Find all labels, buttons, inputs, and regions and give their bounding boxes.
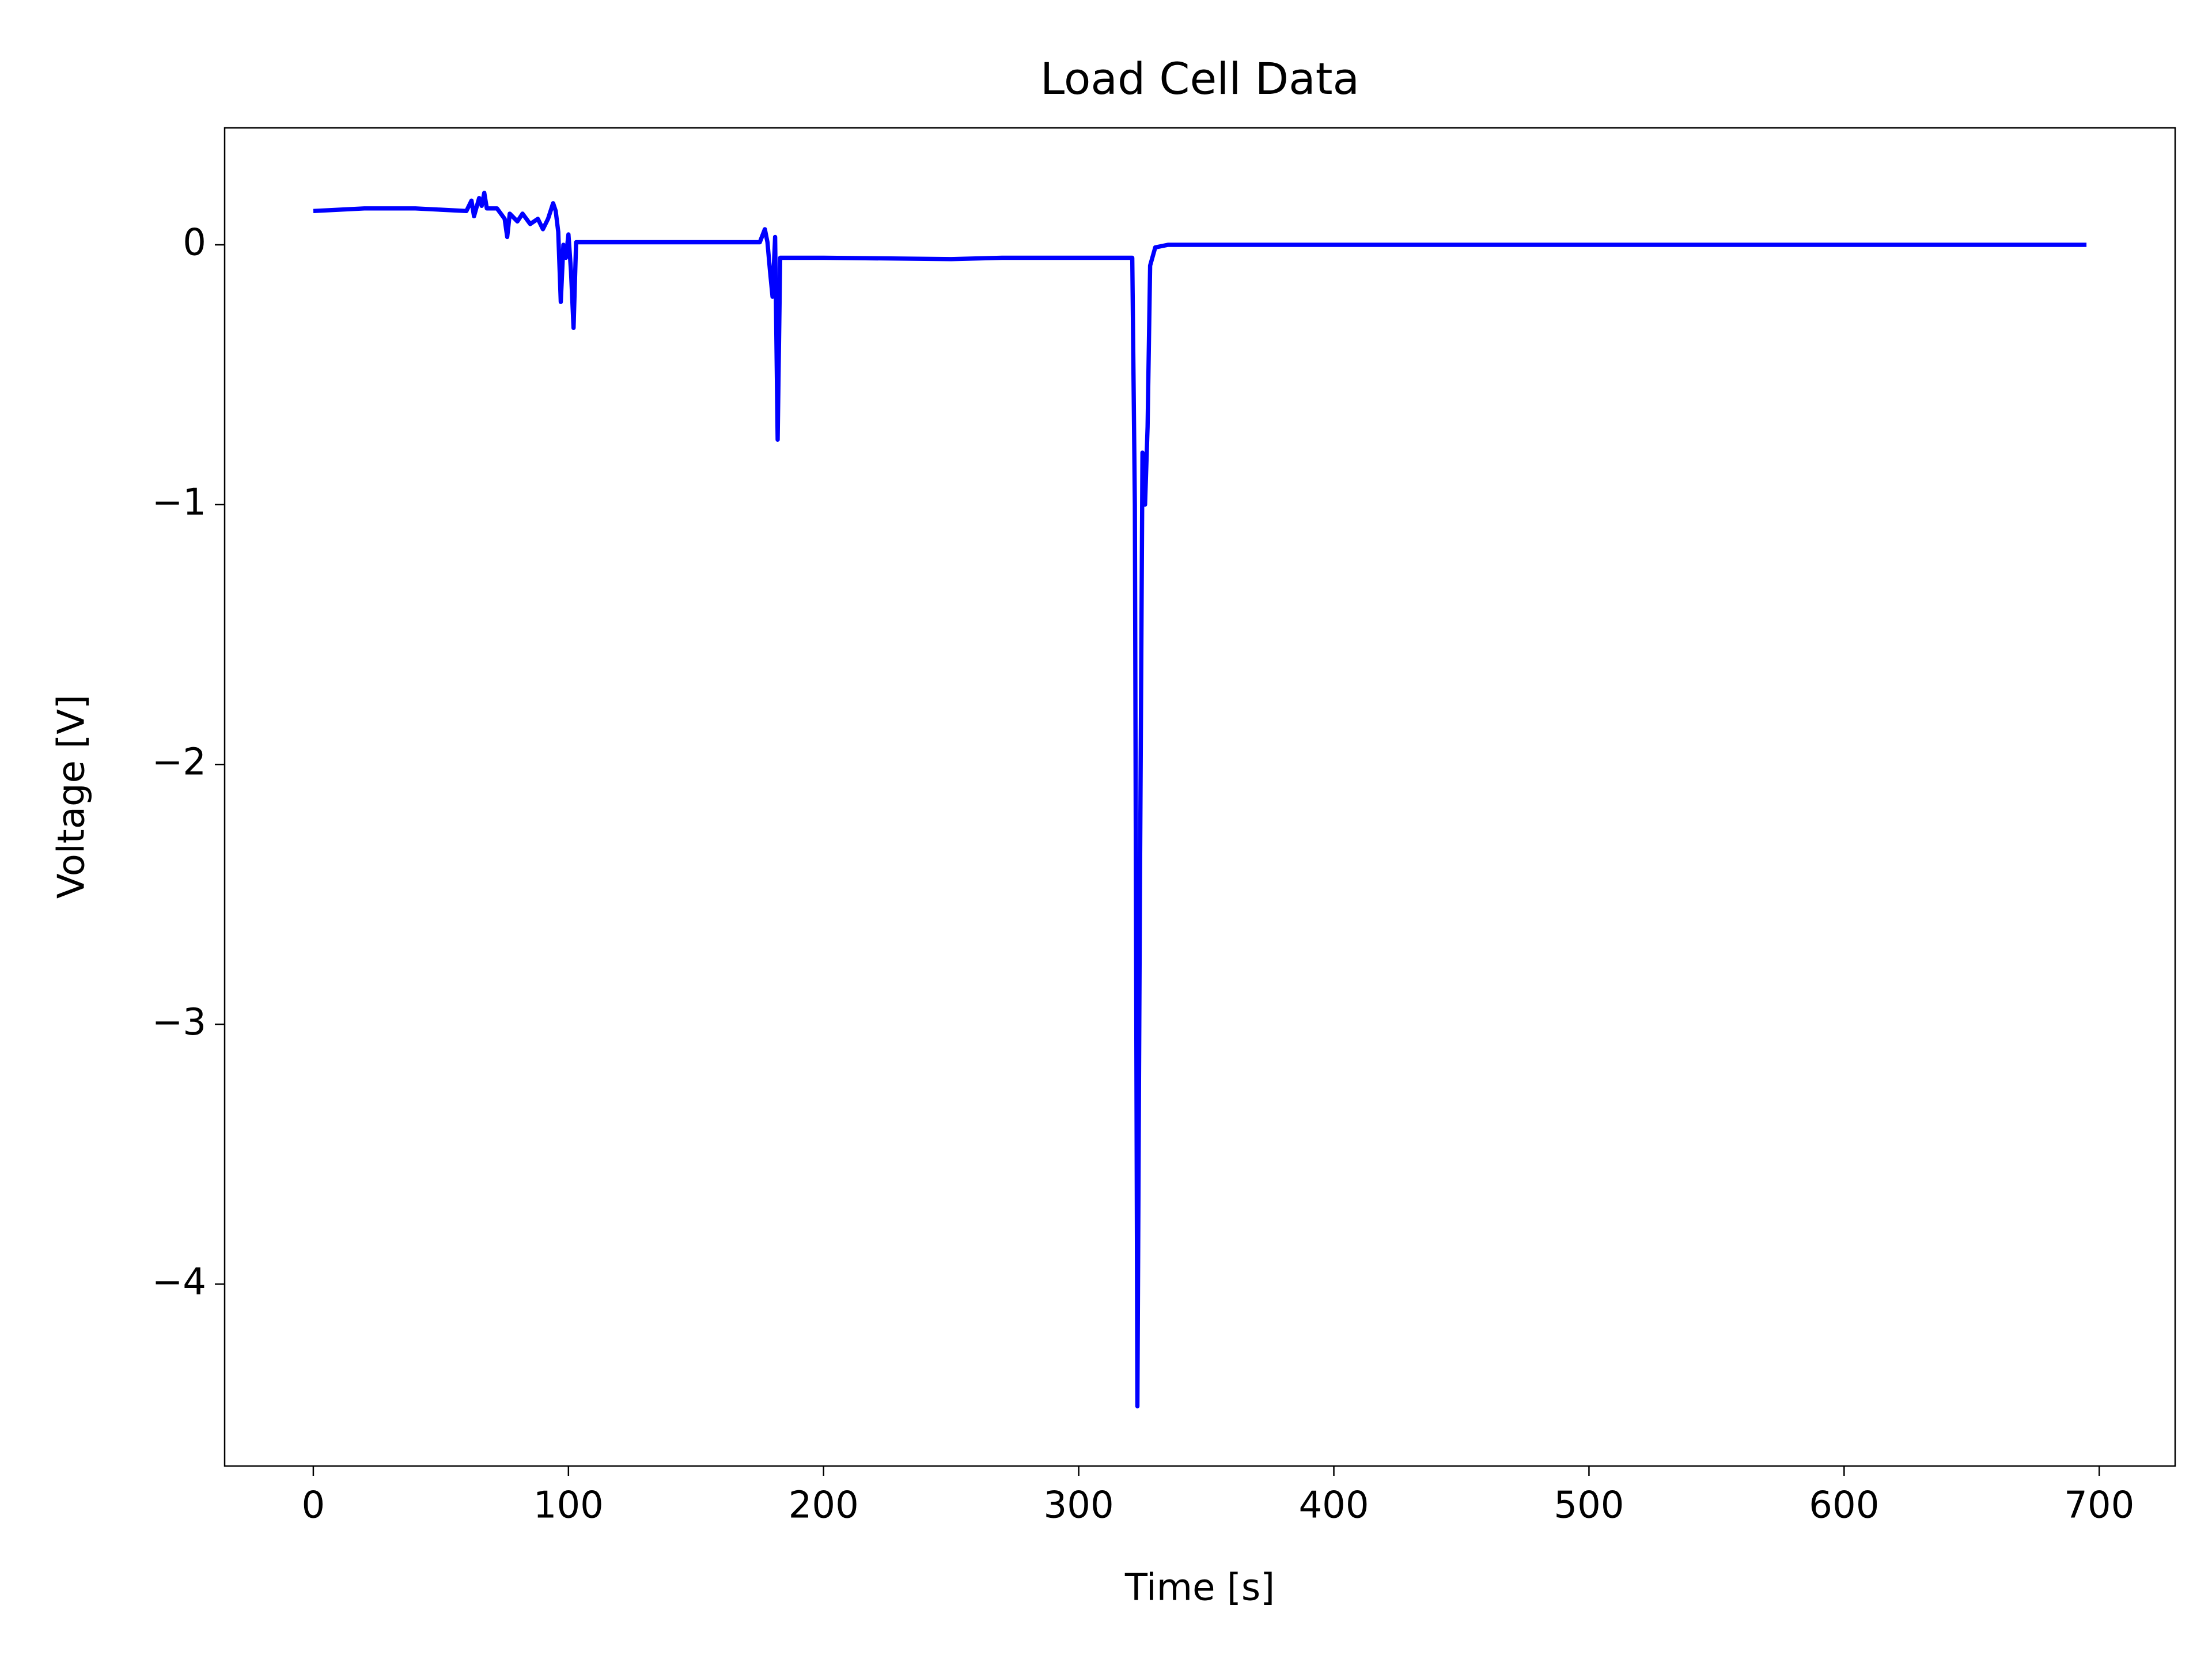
y-tick-label: −2 — [152, 741, 206, 784]
x-tick-label: 500 — [1554, 1484, 1624, 1527]
x-tick-label: 200 — [789, 1484, 859, 1527]
x-tick-label: 700 — [2064, 1484, 2134, 1527]
x-tick-label: 300 — [1044, 1484, 1114, 1527]
x-tick-label: 600 — [1809, 1484, 1879, 1527]
y-tick-label: −3 — [152, 1001, 206, 1044]
x-tick-label: 0 — [302, 1484, 325, 1527]
y-tick-label: −4 — [152, 1261, 206, 1304]
plot-frame — [224, 127, 2176, 1467]
x-axis-label: Time [s] — [1124, 1567, 1275, 1609]
y-tick-label: 0 — [183, 222, 206, 264]
chart-title: Load Cell Data — [1040, 53, 1359, 104]
x-tick-label: 400 — [1298, 1484, 1369, 1527]
y-axis-label: Voltage [V] — [51, 695, 93, 899]
data-line — [313, 191, 2087, 1408]
x-tick-label: 100 — [533, 1484, 604, 1527]
y-tick-label: −1 — [152, 482, 206, 524]
